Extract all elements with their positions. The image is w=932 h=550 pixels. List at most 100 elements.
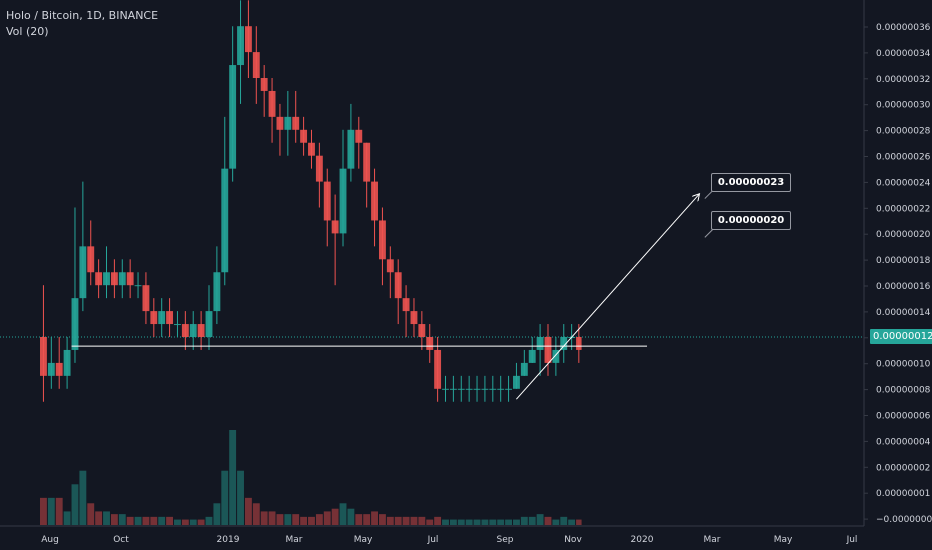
volume-bar bbox=[442, 519, 449, 525]
candle bbox=[386, 246, 394, 299]
candle bbox=[71, 207, 79, 363]
volume-bar bbox=[300, 516, 308, 525]
candle-body bbox=[394, 272, 402, 299]
candle bbox=[434, 337, 442, 402]
volume-bar bbox=[40, 497, 47, 525]
candle-body bbox=[442, 388, 449, 390]
volume-bar bbox=[536, 514, 544, 525]
volume-bar bbox=[410, 516, 418, 525]
y-tick-label: 0.00000004 bbox=[876, 437, 931, 447]
candle bbox=[213, 246, 221, 325]
candle bbox=[489, 375, 497, 402]
volume-bar bbox=[426, 519, 434, 525]
x-axis: Aug Oct 2019 Mar May Jul Sep Nov 2020 Mar May Jul bbox=[41, 535, 857, 545]
volume-bar bbox=[292, 514, 300, 525]
volume-bar bbox=[544, 516, 552, 525]
volume-bar bbox=[189, 519, 197, 525]
y-tick-label: 0.00000008 bbox=[876, 386, 931, 396]
y-tick-label: 0.00000022 bbox=[876, 204, 930, 214]
candle-body bbox=[181, 324, 189, 337]
candle-body bbox=[244, 26, 252, 53]
candle bbox=[134, 272, 142, 299]
volume-layer bbox=[40, 430, 582, 525]
y-tick-label: 0.00000018 bbox=[876, 256, 931, 266]
candle bbox=[536, 324, 544, 376]
y-tick-label: 0.00000026 bbox=[876, 153, 931, 163]
y-tick-label: 0.00000016 bbox=[876, 282, 931, 292]
candle bbox=[426, 324, 434, 363]
candle-body bbox=[79, 246, 87, 299]
candle bbox=[244, 0, 252, 78]
candle-body bbox=[300, 129, 308, 143]
candle-body bbox=[213, 272, 221, 312]
candle bbox=[63, 337, 71, 389]
candle bbox=[520, 349, 528, 376]
candle bbox=[544, 324, 552, 376]
volume-bar bbox=[465, 519, 473, 525]
price-callout-upper[interactable]: 0.00000023 bbox=[710, 172, 792, 192]
x-tick-label: May bbox=[354, 535, 373, 545]
volume-bar bbox=[331, 508, 339, 525]
candle bbox=[126, 259, 134, 299]
volume-bar bbox=[418, 516, 426, 525]
candle-body bbox=[103, 272, 110, 286]
candle bbox=[323, 168, 331, 247]
volume-bar bbox=[213, 503, 221, 525]
volume-indicator-label[interactable]: Vol (20) bbox=[6, 25, 49, 38]
candle-body bbox=[158, 311, 166, 325]
volume-bar bbox=[528, 516, 536, 525]
candle-body bbox=[371, 181, 378, 221]
current-price-tag: 0.00000012 bbox=[870, 329, 932, 344]
x-tick-label: Sep bbox=[497, 535, 514, 545]
x-tick-label: Mar bbox=[286, 535, 303, 545]
candle-body bbox=[268, 90, 276, 117]
volume-bar bbox=[229, 430, 237, 525]
y-tick-label: 0.00000036 bbox=[876, 23, 931, 33]
candle bbox=[449, 375, 457, 402]
candle-body bbox=[142, 285, 150, 312]
symbol-title[interactable]: Holo / Bitcoin, 1D, BINANCE bbox=[6, 9, 159, 22]
candle bbox=[442, 375, 449, 402]
candle bbox=[205, 285, 213, 350]
candle bbox=[378, 207, 386, 286]
volume-bar bbox=[489, 519, 497, 525]
candle bbox=[371, 168, 378, 247]
candle-body bbox=[465, 388, 473, 390]
volume-bar bbox=[308, 516, 315, 525]
price-callout-lower[interactable]: 0.00000020 bbox=[710, 211, 792, 231]
volume-bar bbox=[276, 514, 284, 525]
candle bbox=[473, 375, 481, 402]
candle bbox=[221, 116, 229, 286]
candle bbox=[150, 298, 158, 337]
candle-body bbox=[237, 26, 244, 66]
candle bbox=[347, 103, 355, 182]
candle bbox=[166, 298, 174, 337]
y-tick-label: 0.00000010 bbox=[876, 360, 931, 370]
volume-bar bbox=[568, 519, 576, 525]
y-tick-label: 0.00000032 bbox=[876, 75, 930, 85]
candle bbox=[355, 116, 363, 169]
candle bbox=[497, 375, 505, 402]
volume-bar bbox=[142, 516, 150, 525]
candle bbox=[505, 375, 513, 402]
volume-bar bbox=[47, 497, 55, 525]
candle bbox=[237, 0, 244, 104]
y-axis[interactable]: 0.00000036 0.00000034 0.00000032 0.00000030… bbox=[864, 23, 932, 525]
candle bbox=[418, 311, 426, 350]
candle-body bbox=[292, 116, 300, 130]
drawing-layer[interactable] bbox=[71, 186, 718, 400]
candle-body bbox=[489, 388, 497, 390]
volume-bar bbox=[378, 514, 386, 525]
x-tick-label: Aug bbox=[41, 535, 59, 545]
candle-body bbox=[63, 349, 71, 376]
candle-body bbox=[229, 65, 237, 169]
candle bbox=[308, 129, 315, 169]
x-tick-label: 2019 bbox=[217, 535, 240, 545]
chart-legend: Holo / Bitcoin, 1D, BINANCE Vol (20) bbox=[6, 8, 158, 40]
volume-bar bbox=[110, 514, 118, 525]
volume-bar bbox=[260, 511, 268, 525]
volume-bar bbox=[237, 470, 244, 525]
candle-body bbox=[347, 129, 355, 169]
candle bbox=[55, 337, 63, 389]
